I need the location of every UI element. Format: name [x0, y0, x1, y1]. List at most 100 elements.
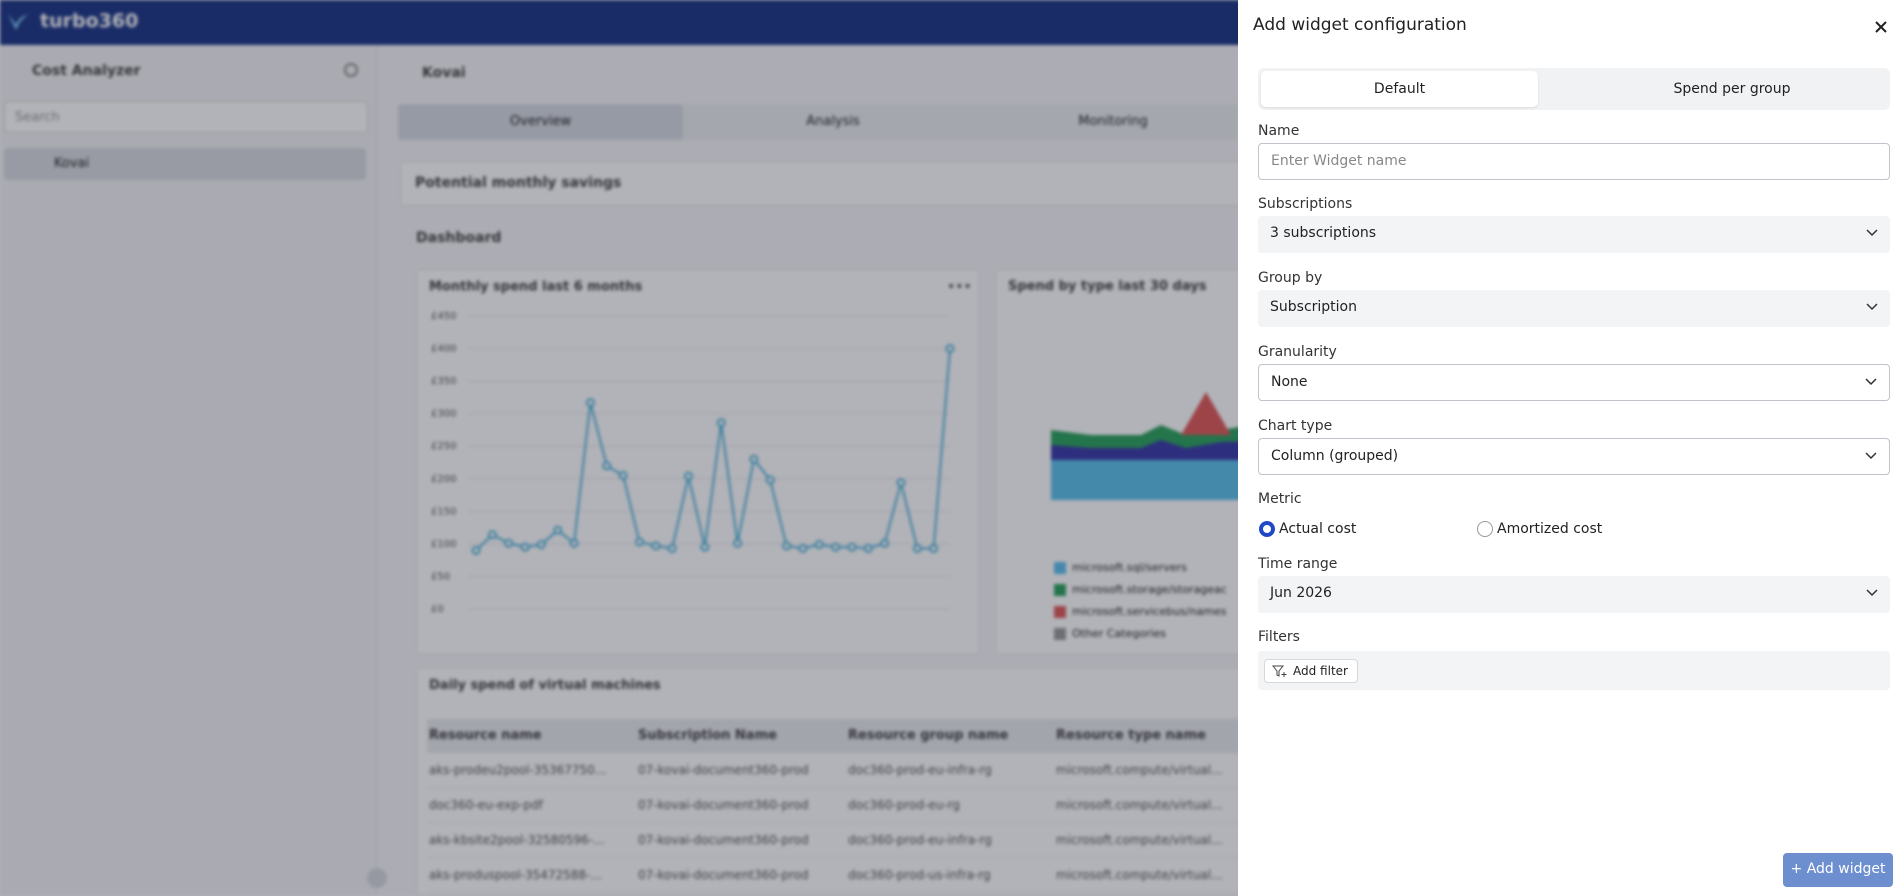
radio-actual[interactable]: [1259, 521, 1275, 537]
y-tick-label: £0: [431, 604, 444, 615]
close-button[interactable]: [1874, 20, 1888, 34]
chart-type-label: Chart type: [1258, 418, 1333, 434]
tree-item-label: Kovai: [54, 156, 90, 171]
y-tick-label: £100: [431, 539, 456, 550]
granularity-value: None: [1271, 374, 1308, 390]
y-tick-label: £300: [431, 409, 456, 420]
y-tick-label: £200: [431, 474, 456, 485]
chevron: [1866, 589, 1878, 597]
radio-amortized-label[interactable]: Amortized cost: [1497, 521, 1603, 537]
add-widget-button[interactable]: + Add widget: [1783, 853, 1893, 887]
point: [749, 454, 759, 464]
point: [487, 530, 497, 540]
table-cell: aks-produspool-35472588-...: [429, 868, 602, 882]
table-cell: 07-kovai-document360-prod: [638, 868, 809, 882]
legend-label: microsoft.sql/servers: [1072, 561, 1187, 574]
group-by-label: Group by: [1258, 270, 1323, 286]
table-row: aks-prodeu2pool-35367750... 07-kovai-docu…: [427, 753, 1277, 788]
legend-swatch: [1054, 606, 1066, 618]
radio-actual-label[interactable]: Actual cost: [1279, 521, 1357, 537]
settings-icon[interactable]: [344, 63, 358, 77]
tree-item[interactable]: Kovai: [4, 148, 366, 180]
tab-overview[interactable]: Overview: [398, 104, 683, 140]
drawer-tabs: Default Spend per group: [1258, 68, 1890, 110]
collapse-button[interactable]: [367, 868, 387, 888]
tab-spend-per-group[interactable]: Spend per group: [1673, 81, 1791, 97]
column-header: Resource name: [429, 728, 542, 743]
y-tick-label: £350: [431, 376, 456, 387]
point: [683, 471, 693, 481]
point: [569, 538, 579, 548]
table-cell: microsoft.compute/virtual...: [1056, 798, 1223, 812]
point: [585, 398, 595, 408]
point: [945, 344, 955, 354]
point: [667, 543, 677, 553]
table-header: Resource name Subscription Name Resource g…: [427, 719, 1277, 753]
point: [536, 540, 546, 550]
sidebar-title: Cost Analyzer: [32, 63, 141, 79]
table-cell: doc360-prod-eu-rg: [848, 798, 961, 812]
tab-analysis[interactable]: Analysis: [806, 114, 860, 129]
point: [847, 542, 857, 552]
table-cell: 07-kovai-document360-prod: [638, 763, 809, 777]
point: [651, 541, 661, 551]
chevron: [1865, 378, 1877, 386]
y-tick-label: £250: [431, 441, 456, 452]
search-box[interactable]: Search: [4, 101, 368, 133]
table-cell: microsoft.compute/virtual...: [1056, 833, 1223, 847]
add-filter-button[interactable]: Add filter: [1264, 659, 1358, 683]
point: [798, 543, 808, 553]
table-cell: aks-kbsite2pool-32580596-...: [429, 833, 605, 847]
point: [929, 543, 939, 553]
table: Resource name Subscription Name Resource g…: [417, 719, 1287, 893]
legend-label: microsoft.servicebus/names: [1072, 605, 1227, 618]
savings-card: Potential monthly savings: [400, 161, 1260, 206]
menu-icon[interactable]: •••: [947, 279, 972, 295]
subscriptions-select[interactable]: 3 subscriptions: [1258, 216, 1890, 253]
point: [520, 542, 530, 552]
area-shapes: [1051, 392, 1296, 500]
table-row: aks-produspool-35472588-... 07-kovai-docu…: [427, 858, 1277, 893]
point: [716, 418, 726, 428]
radio-amortized[interactable]: [1477, 521, 1493, 537]
table-cell: microsoft.compute/virtual...: [1056, 763, 1223, 777]
add-filter-label: Add filter: [1293, 664, 1348, 678]
point: [880, 538, 890, 548]
granularity-select[interactable]: None: [1258, 364, 1890, 401]
tab-monitoring[interactable]: Monitoring: [1078, 114, 1148, 129]
table-cell: doc360-eu-exp-pdf: [429, 798, 543, 812]
time-range-select[interactable]: Jun 2026: [1258, 576, 1890, 613]
y-tick-label: £400: [431, 344, 456, 355]
point: [471, 545, 481, 555]
legend-swatch: [1054, 584, 1066, 596]
point: [896, 478, 906, 488]
sidebar: Cost Analyzer Search Kovai: [0, 45, 377, 896]
table-cell: doc360-prod-us-infra-rg: [848, 868, 991, 882]
time-range-value: Jun 2026: [1270, 585, 1332, 601]
metric-label: Metric: [1258, 491, 1302, 507]
area-chart-title: Spend by type last 30 days: [1008, 279, 1207, 294]
chevron: [1866, 229, 1878, 237]
legend-swatch: [1054, 562, 1066, 574]
table-cell: aks-prodeu2pool-35367750...: [429, 763, 607, 777]
tab-default[interactable]: Default: [1261, 71, 1538, 107]
group-by-select[interactable]: Subscription: [1258, 290, 1890, 327]
filter-icon: [1272, 665, 1287, 677]
brand: turbo360: [40, 10, 139, 32]
chart-type-select[interactable]: Column (grouped): [1258, 438, 1890, 475]
column-header: Resource group name: [848, 728, 1009, 743]
legend-label: microsoft.storage/storageac: [1072, 583, 1227, 596]
chart-title: Monthly spend last 6 months: [429, 280, 642, 295]
chart-type-value: Column (grouped): [1271, 448, 1399, 464]
name-input[interactable]: Enter Widget name: [1258, 143, 1890, 180]
dashboard-title: Dashboard: [416, 230, 502, 246]
table-card: Daily spend of virtual machines Resource…: [416, 667, 1286, 896]
line-chart-card: Monthly spend last 6 months ••• £0 £50 £10…: [416, 269, 980, 655]
point: [782, 541, 792, 551]
y-tick-label: £50: [431, 571, 450, 582]
point: [553, 525, 563, 535]
point: [700, 542, 710, 552]
main-tabs: Overview Analysis Monitoring: [398, 104, 1238, 140]
